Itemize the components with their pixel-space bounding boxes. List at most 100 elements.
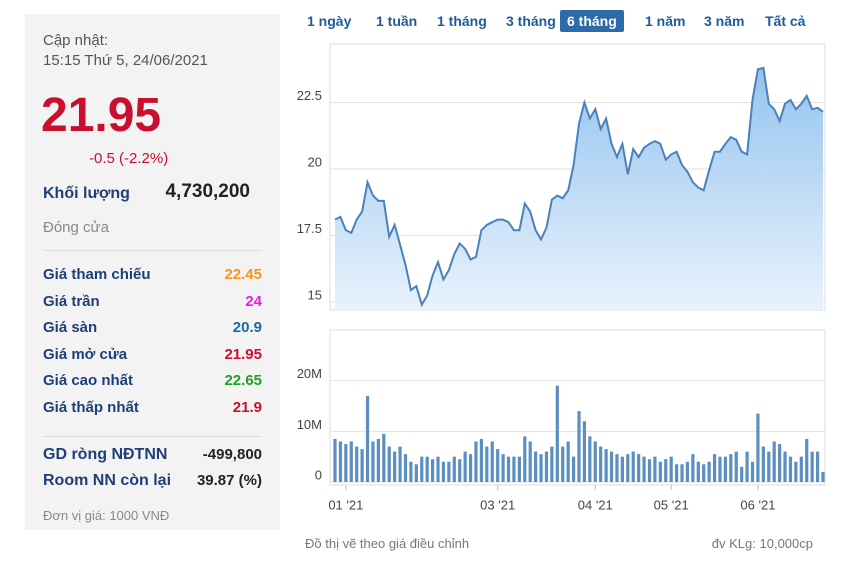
volume-bar <box>729 454 733 482</box>
volume-label: Khối lượng <box>43 185 130 202</box>
separator <box>43 436 262 437</box>
volume-bar <box>452 456 456 482</box>
update-time: 15:15 Thứ 5, 24/06/2021 <box>43 52 208 69</box>
volume-bar <box>815 451 820 482</box>
period-tab[interactable]: 3 tháng <box>506 13 556 29</box>
row-value: 21.95 <box>224 345 262 363</box>
volume-bar <box>805 438 809 482</box>
volume-bar <box>376 438 380 482</box>
volume-bar <box>523 436 527 482</box>
row-label: Giá tham chiếu <box>43 266 151 283</box>
volume-bar <box>647 459 652 482</box>
row-label: Giá cao nhất <box>43 372 134 389</box>
row-value: 21.9 <box>232 398 262 416</box>
volume-bar <box>691 454 695 482</box>
volume-bar <box>680 464 684 482</box>
volume-bar <box>626 454 630 482</box>
y-tick-label: 15 <box>308 287 322 302</box>
period-tab[interactable]: Tất cả <box>765 13 806 29</box>
volume-bar <box>501 454 505 482</box>
volume-bar <box>750 461 755 482</box>
y-tick-label: 17.5 <box>297 221 322 236</box>
volume-bar <box>517 456 521 482</box>
row-label: Giá mở cửa <box>43 345 128 363</box>
volume-bar <box>528 441 532 482</box>
separator <box>43 250 262 251</box>
volume-bar <box>447 461 451 482</box>
volume-bar <box>393 451 397 482</box>
status: Đóng cửa <box>43 219 109 236</box>
volume-bar <box>479 438 483 482</box>
volume-bar <box>599 446 603 482</box>
footer-note: Đồ thị vẽ theo giá điều chỉnh <box>305 536 470 551</box>
volume-bar <box>631 451 635 482</box>
volume-bar <box>566 441 570 482</box>
info-panel: Cập nhật: 15:15 Thứ 5, 24/06/2021 21.95 … <box>25 14 280 530</box>
volume-bar <box>778 444 782 482</box>
volume-bar <box>371 441 375 482</box>
row-label: Giá trần <box>43 292 100 310</box>
volume-bar <box>387 446 391 482</box>
volume-bar <box>349 441 353 482</box>
price-line <box>334 66 824 308</box>
period-tab[interactable]: 1 ngày <box>307 13 352 29</box>
row-value: 20.9 <box>232 319 262 336</box>
volume-bar <box>425 456 429 482</box>
volume-bar <box>653 456 657 482</box>
volume-bar <box>761 446 765 482</box>
volume-bar <box>696 461 700 482</box>
x-tick-label: 05 '21 <box>654 497 689 512</box>
y-tick-label: 22.5 <box>297 88 322 103</box>
volume-bar <box>712 454 717 482</box>
price: 21.95 <box>41 89 162 142</box>
volume-bar <box>783 451 787 482</box>
y-tick-label: 0 <box>315 467 322 482</box>
volume-bar <box>333 438 337 482</box>
row-value: 22.65 <box>224 372 262 389</box>
foreign-label: Room NN còn lại <box>43 472 172 489</box>
volume-bar <box>615 454 619 482</box>
volume-bar <box>718 456 722 482</box>
volume-bar <box>799 456 803 482</box>
x-tick-label: 06 '21 <box>740 497 775 512</box>
volume-bar <box>490 441 494 482</box>
update-label: Cập nhật: <box>43 32 109 49</box>
volume-bar <box>555 385 559 482</box>
x-tick-label: 03 '21 <box>480 497 515 512</box>
volume-bar <box>539 454 543 482</box>
row-label: Giá thấp nhất <box>43 398 139 416</box>
foreign-value: -499,800 <box>202 446 262 463</box>
footer-unit: đv KLg: 10,000cp <box>711 536 813 551</box>
period-tab[interactable]: 6 tháng <box>560 10 624 32</box>
volume-bar <box>810 451 814 482</box>
unit-note: Đơn vị giá: 1000 VNĐ <box>43 508 170 523</box>
y-tick-label: 20M <box>297 366 322 381</box>
volume-bar <box>365 395 370 482</box>
volume-bar <box>637 454 641 482</box>
volume-bar <box>664 459 668 482</box>
volume-bar <box>821 471 825 482</box>
volume-bar <box>403 454 408 482</box>
x-tick-label: 04 '21 <box>578 497 613 512</box>
volume-bar <box>620 456 624 482</box>
volume-bar <box>756 413 760 482</box>
period-tab[interactable]: 1 tháng <box>437 13 487 29</box>
volume-bar <box>436 456 440 482</box>
period-tab[interactable]: 1 tuần <box>376 13 418 29</box>
volume-bar <box>409 461 413 482</box>
volume-bar <box>344 444 348 482</box>
y-tick-label: 20 <box>308 154 322 169</box>
volume-bar <box>588 436 592 482</box>
period-tab[interactable]: 3 năm <box>704 13 745 29</box>
volume-bar <box>441 461 446 482</box>
volume-bar <box>571 456 576 482</box>
volume-bar <box>767 451 771 482</box>
volume-bar <box>707 461 711 482</box>
period-tab[interactable]: 1 năm <box>645 13 686 29</box>
volume-bar <box>675 464 679 482</box>
volume-bar <box>593 441 597 482</box>
volume-bar <box>609 451 614 482</box>
volume-bar <box>512 456 516 482</box>
volume-bar <box>360 449 364 482</box>
